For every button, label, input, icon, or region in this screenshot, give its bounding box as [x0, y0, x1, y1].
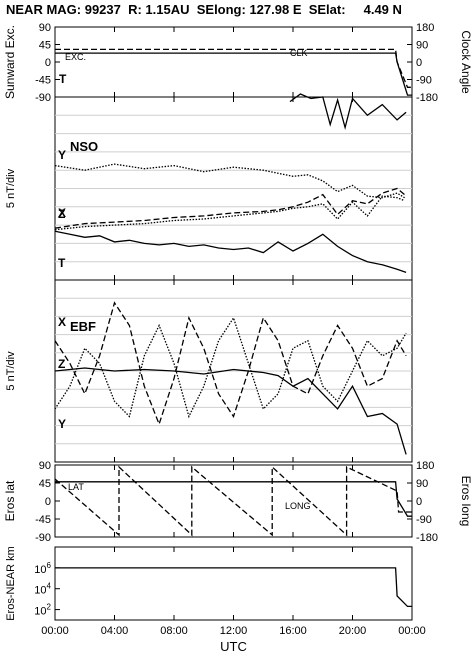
panel-3-ytick-label-left: 90: [39, 460, 51, 472]
panels: 90 45 0 -45 -90 180 90 0 -90 -180 Sunward Exc. Cloc…: [3, 22, 473, 654]
panel-3-ytick-label-right: 0: [416, 496, 422, 508]
panel-0-ytick-label-left: -45: [35, 75, 51, 87]
panel-3-series-lat: [55, 481, 412, 517]
panel-2-series-label-z: Z: [58, 357, 65, 371]
panel-2-series-x: [54, 301, 407, 427]
panel-0-ytick-label-right: 90: [416, 40, 428, 52]
panel-3-ytick-label-right: 180: [416, 460, 434, 472]
panel-0-ylabel-left: Sunward Exc.: [3, 25, 17, 99]
panel-0-ytick-label-left: 90: [39, 22, 51, 34]
panel-3-annotation-lat: LAT: [68, 482, 84, 492]
panel-1-series-label-x: X: [58, 206, 66, 220]
panel-0-ytick-label-left: -90: [35, 92, 51, 104]
panel-0-annotation-t: T: [59, 72, 67, 86]
panel-1-series-label-z: Z: [58, 207, 65, 221]
panel-0-frame: [54, 26, 413, 98]
x-tick-label: 00:00: [398, 625, 426, 637]
panel-0-ytick-label-left: 45: [39, 40, 51, 52]
panel-0-ytick-label-right: 180: [416, 22, 434, 34]
panel-3-ytick-label-right: -90: [416, 514, 432, 526]
panel-4-ytick-label: 102: [34, 603, 51, 618]
panel-3-annotation-long: LONG: [285, 501, 311, 511]
panel-0-annotation-exc: EXC.: [65, 52, 86, 62]
x-axis-label: UTC: [220, 639, 247, 654]
panel-3-series-long: [54, 465, 412, 537]
x-tick-label: 04:00: [101, 625, 129, 637]
panel-3-frame: [54, 464, 413, 538]
panel-1-series-x: [54, 187, 406, 229]
figure-title: NEAR MAG: 99237 R: 1.15AU SElong: 127.98…: [6, 2, 402, 17]
panel-1-series-t-upper: [289, 93, 407, 131]
panel-0-ytick-label-left: 0: [45, 57, 51, 69]
panel-0-ytick-label-right: -180: [416, 92, 438, 104]
panel-0-ytick-label-right: 0: [416, 57, 422, 69]
panel-4-ytick-label: 106: [34, 561, 51, 576]
panel-2-ylabel: 5 nT/div: [5, 351, 17, 391]
x-tick-label: 12:00: [220, 625, 248, 637]
panel-1-series-label-y: Y: [58, 148, 66, 162]
panel-0-annotation-clk: CLK: [290, 48, 308, 58]
panel-3-ytick-label-left: -90: [35, 532, 51, 544]
panel-2-series-label-y: Y: [58, 417, 66, 431]
panel-1-series-z: [54, 195, 405, 231]
x-tick-label: 20:00: [339, 625, 367, 637]
panel-4-ylabel: Eros-NEAR km: [5, 546, 17, 621]
panel-0-ytick-label-right: -90: [416, 75, 432, 87]
x-tick-label: 16:00: [279, 625, 307, 637]
panel-2-label: EBF: [70, 319, 96, 334]
panel-1-label: NSO: [70, 139, 98, 154]
panel-1-ylabel: 5 nT/div: [5, 168, 17, 208]
panel-3-ylabel-left: Eros lat: [3, 480, 17, 521]
panel-1-series-label-t: T: [58, 256, 66, 270]
panel-3-ytick-label-right: 90: [416, 478, 428, 490]
panel-2-series-label-x: X: [58, 315, 66, 329]
panel-3-ylabel-right: Eros long: [459, 476, 473, 527]
panel-0-series-exc-: [55, 52, 412, 96]
panel-2-series-z: [54, 367, 407, 455]
panel-0-ylabel-right: Clock Angle: [459, 30, 473, 94]
x-tick-label: 00:00: [41, 625, 69, 637]
panel-3-ytick-label-left: 45: [39, 478, 51, 490]
panel-3-ytick-label-left: 0: [45, 496, 51, 508]
panel-4-series-distance: [55, 567, 412, 608]
panel-3-ytick-label-left: -45: [35, 514, 51, 526]
panel-2-series-y: [54, 316, 407, 419]
panel-0-series-clk: [55, 48, 412, 88]
panel-3-ytick-label-right: -180: [416, 532, 438, 544]
x-tick-label: 08:00: [160, 625, 188, 637]
panel-1-series-t: [54, 230, 407, 274]
panel-4-frame: [54, 546, 413, 621]
panel-1-series-y: [54, 163, 405, 199]
panel-4-ytick-label: 104: [34, 582, 51, 597]
